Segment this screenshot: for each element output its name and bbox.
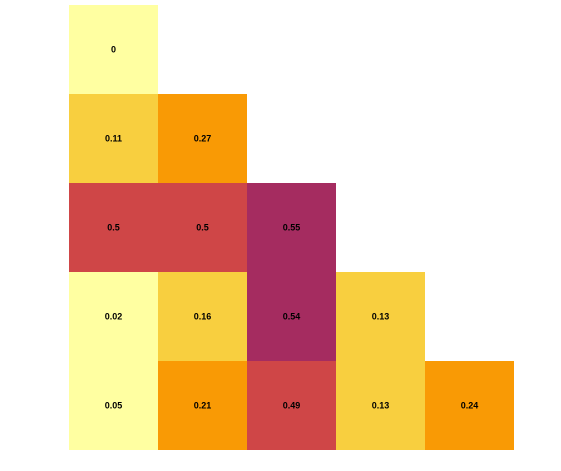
- heatmap-cell-label-r3-c3: 0.13: [372, 312, 390, 322]
- heatmap-cell-label-r4-c3: 0.13: [372, 401, 390, 411]
- heatmap-cell-label-r4-c2: 0.49: [283, 401, 301, 411]
- heatmap-cell-label-r2-c2: 0.55: [283, 223, 301, 233]
- heatmap-cell-r1-c0: [69, 94, 158, 183]
- heatmap-cell-r0-c0: [69, 5, 158, 94]
- heatmap-cell-r4-c0: [69, 361, 158, 450]
- heatmap-cell-r2-c2: [247, 183, 336, 272]
- heatmap-cell-label-r1-c1: 0.27: [194, 134, 212, 144]
- heatmap-cell-label-r0-c0: 0: [111, 45, 116, 55]
- heatmap-cell-r4-c3: [336, 361, 425, 450]
- heatmap-cell-label-r2-c0: 0.5: [107, 223, 120, 233]
- heatmap-cell-r4-c2: [247, 361, 336, 450]
- heatmap-cell-label-r4-c4: 0.24: [461, 401, 479, 411]
- heatmap-cell-r3-c1: [158, 272, 247, 361]
- heatmap-cell-label-r2-c1: 0.5: [196, 223, 209, 233]
- heatmap-cell-r4-c1: [158, 361, 247, 450]
- heatmap-cell-r3-c2: [247, 272, 336, 361]
- heatmap-cell-label-r3-c0: 0.02: [105, 312, 123, 322]
- heatmap-cell-r3-c0: [69, 272, 158, 361]
- heatmap-cell-r2-c0: [69, 183, 158, 272]
- heatmap-cell-label-r4-c0: 0.05: [105, 401, 123, 411]
- heatmap-cell-label-r4-c1: 0.21: [194, 401, 212, 411]
- heatmap-cell-r4-c4: [425, 361, 514, 450]
- heatmap-cell-r3-c3: [336, 272, 425, 361]
- heatmap-cell-label-r1-c0: 0.11: [105, 134, 122, 144]
- heatmap-cell-label-r3-c2: 0.54: [283, 312, 301, 322]
- heatmap-cell-r1-c1: [158, 94, 247, 183]
- heatmap-cell-label-r3-c1: 0.16: [194, 312, 212, 322]
- heatmap-cell-r2-c1: [158, 183, 247, 272]
